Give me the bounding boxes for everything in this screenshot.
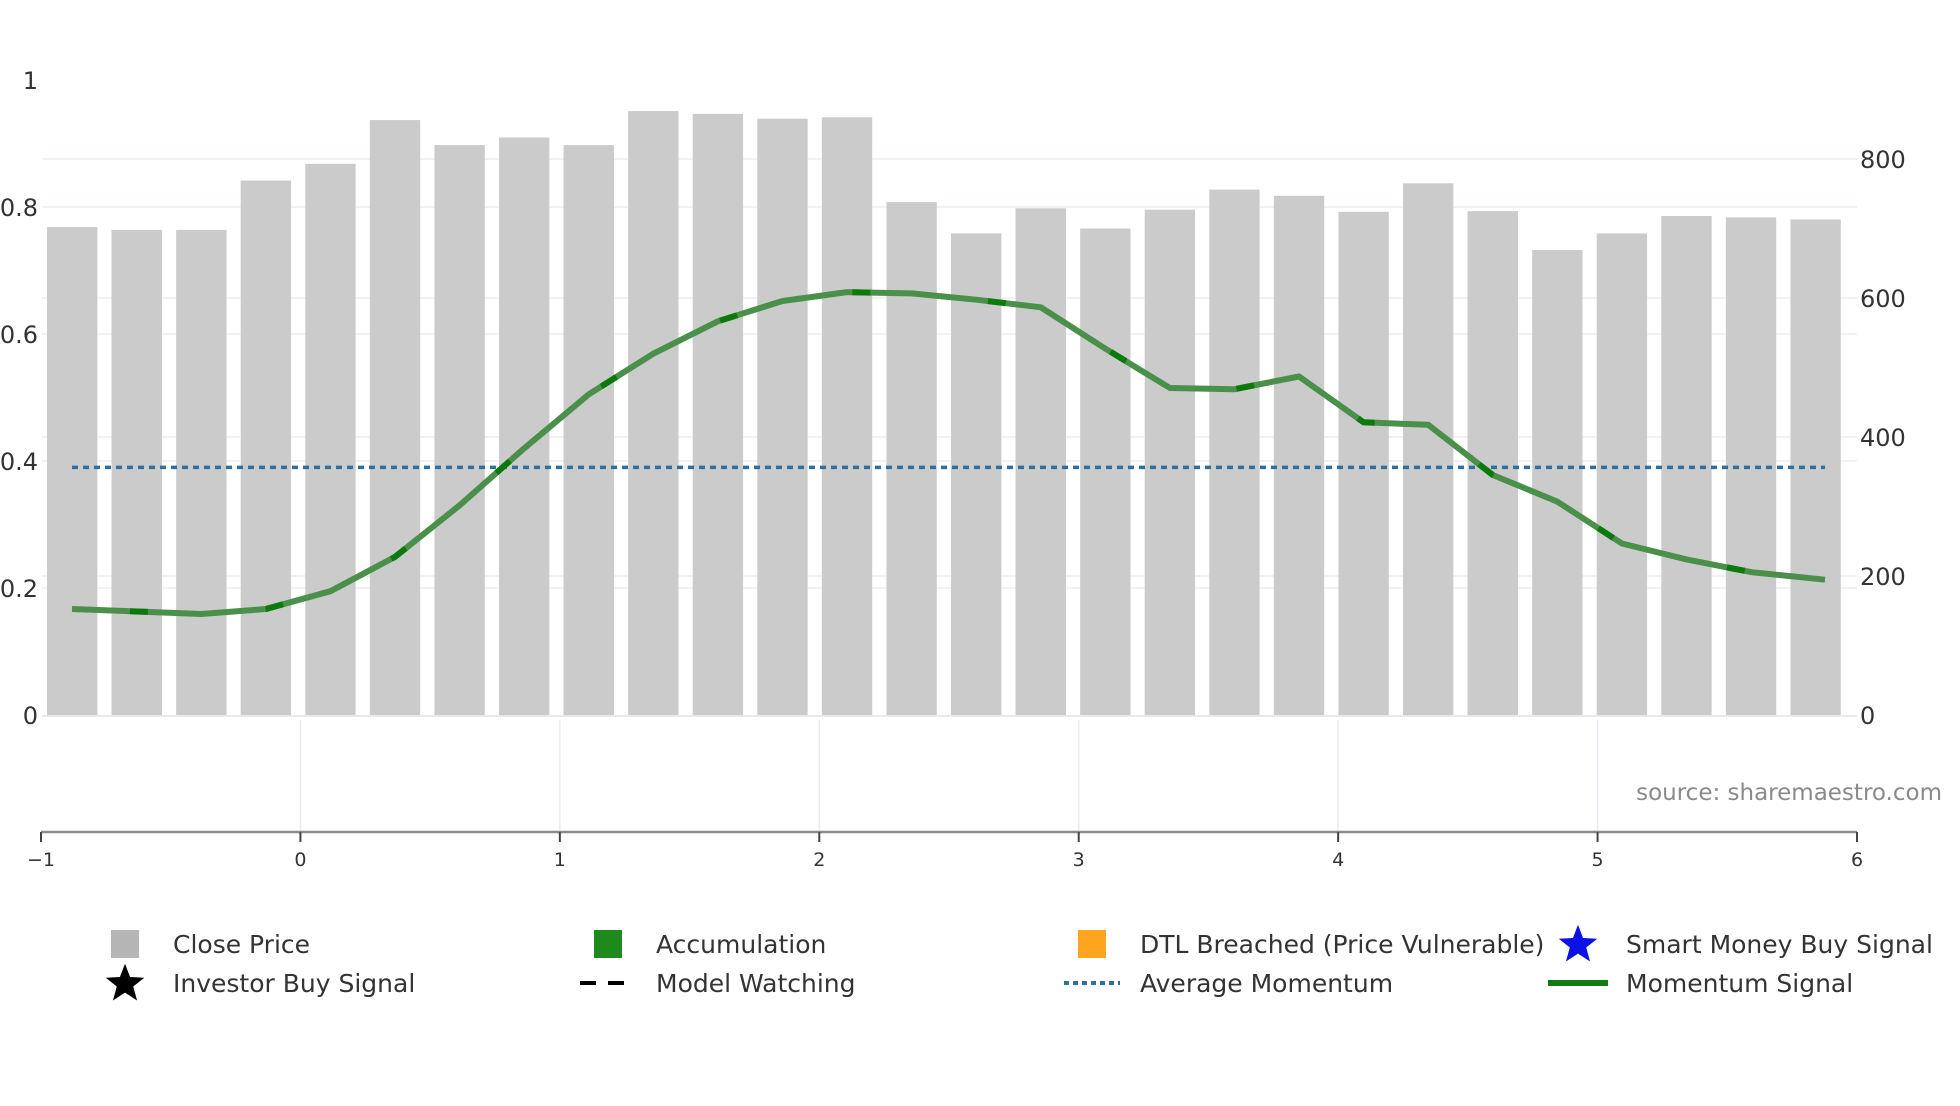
legend-label: Model Watching [656,968,856,998]
price-bar [369,120,421,715]
legend-item-dtl-breached: DTL Breached (Price Vulnerable) [1062,925,1544,963]
price-bar [111,229,162,715]
legend-label: Investor Buy Signal [173,968,416,998]
legend-item-model-watching: Model Watching [578,964,856,1002]
x-tick-label: 5 [1592,849,1604,871]
price-bar [1080,228,1131,715]
x-tick-label: 1 [554,849,566,871]
price-bar [1144,209,1196,716]
price-bar [176,229,227,715]
price-bar [1338,211,1389,715]
legend-label: Momentum Signal [1626,968,1854,998]
legend-item-investor-buy: Investor Buy Signal [95,963,416,1002]
right-tick-label: 400 [1860,424,1906,452]
price-bar [1661,215,1712,716]
price-bar [951,233,1002,716]
left-tick-label: 1 [23,67,38,95]
price-bar [757,118,808,715]
price-bar [240,180,292,716]
x-tick-label: 6 [1851,849,1863,871]
orange-square-icon [1062,925,1122,963]
green-square-icon [578,925,638,963]
source-annotation: source: sharemaestro.com [1636,780,1942,806]
right-tick-label: 0 [1860,702,1875,730]
right-tick-label: 200 [1860,563,1906,591]
left-tick-label: 0.6 [0,321,38,349]
legend-label: Accumulation [656,929,827,959]
legend-label: Smart Money Buy Signal [1626,929,1933,959]
legend: Close Price Accumulation DTL Breached (P… [0,924,1960,1015]
blue-star-icon [1548,924,1608,963]
price-bar [886,202,937,716]
price-bar [821,117,873,716]
x-tick-label: 0 [294,849,306,871]
left-tick-label: 0.2 [0,575,38,603]
price-bar [305,163,356,716]
legend-label: Close Price [173,929,311,959]
right-tick-label: 600 [1860,285,1906,313]
right-tick-label: 800 [1860,146,1906,174]
price-bar [1532,250,1583,716]
price-bar [1273,195,1325,715]
black-star-icon [95,963,155,1002]
solid-line-icon [1548,964,1608,1002]
x-tick-label: 4 [1332,849,1344,871]
x-tick-label: 2 [813,849,825,871]
left-tick-label: 0.4 [0,448,38,476]
legend-item-smart-money: Smart Money Buy Signal [1548,924,1933,963]
dotted-line-icon [1062,964,1122,1002]
price-bar [434,145,485,716]
price-bar [499,137,550,715]
legend-item-accumulation: Accumulation [578,925,826,963]
dashed-line-icon [578,964,638,1002]
price-bar [1596,233,1648,716]
legend-item-average-momentum: Average Momentum [1062,964,1393,1002]
price-bar [628,111,679,716]
legend-label: Average Momentum [1140,968,1394,998]
close-price-bars [47,111,1841,716]
price-bar [692,113,744,715]
momentum-signal-line [71,289,1826,617]
price-bar [1403,183,1454,715]
legend-item-momentum-signal: Momentum Signal [1548,964,1853,1002]
x-tick-label: −1 [27,849,55,871]
price-bar [1015,208,1066,715]
price-bar [563,145,614,716]
x-tick-label: 3 [1073,849,1085,871]
left-tick-label: 0 [23,702,38,730]
legend-label: DTL Breached (Price Vulnerable) [1140,929,1545,959]
price-bar [1209,189,1260,715]
left-tick-label: 0.8 [0,194,38,222]
gray-square-icon [95,925,155,963]
price-bar [47,227,98,716]
legend-item-close-price: Close Price [95,925,310,963]
